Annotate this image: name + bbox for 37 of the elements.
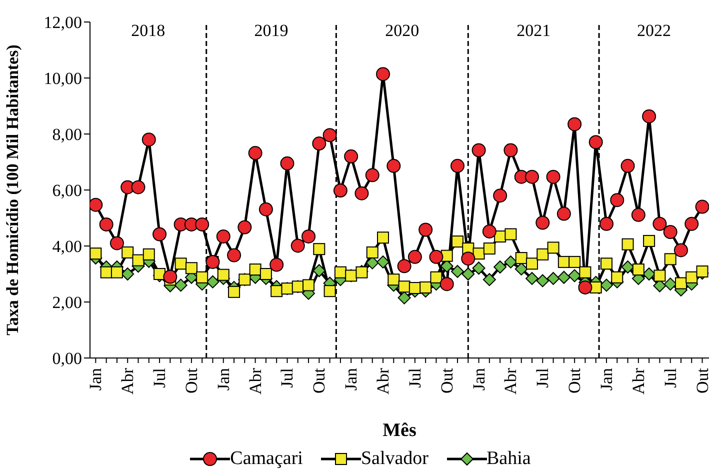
- x-axis-title: Mês: [382, 420, 416, 441]
- annotation: 2019: [254, 21, 288, 40]
- x-tick-label: Jan: [342, 368, 361, 391]
- annotation: 2022: [637, 21, 672, 40]
- x-tick-label: Abr: [628, 368, 648, 394]
- annotation: 2018: [131, 21, 166, 40]
- y-tick-label: 0,00: [52, 349, 82, 368]
- x-tick-label: Jul: [660, 368, 680, 388]
- x-tick-label: Jul: [278, 368, 297, 388]
- x-tick-label: Abr: [501, 368, 520, 394]
- x-tick-label: Out: [437, 368, 456, 394]
- x-tick-label: Jan: [86, 368, 106, 391]
- y-tick-label: 2,00: [52, 293, 82, 312]
- legend-label: Bahia: [486, 448, 531, 470]
- x-tick-label: Out: [182, 368, 201, 394]
- x-tick-label: Jan: [596, 368, 616, 391]
- x-tick-label: Out: [310, 368, 329, 394]
- x-tick-label: Abr: [246, 368, 265, 394]
- y-tick-label: 8,00: [52, 125, 82, 144]
- annotation: 2021: [516, 21, 551, 40]
- y-axis-title: Taxa de Homicídio (100 Mil Habitantes): [3, 44, 22, 336]
- y-tick-label: 10,00: [44, 69, 82, 88]
- annotation: 2020: [385, 21, 420, 40]
- x-tick-label: Jan: [469, 368, 488, 391]
- x-tick-label: Out: [565, 368, 584, 394]
- x-tick-label: Jan: [214, 368, 233, 391]
- y-tick-label: 6,00: [52, 181, 82, 200]
- x-tick-label: Jul: [533, 368, 552, 388]
- x-tick-label: Abr: [118, 368, 138, 394]
- x-tick-label: Jul: [150, 368, 170, 388]
- x-tick-label: Abr: [374, 368, 393, 394]
- legend-label: Camaçari: [230, 448, 303, 470]
- x-tick-label: Jul: [405, 368, 424, 388]
- y-tick-label: 4,00: [52, 237, 82, 256]
- legend-label: Salvador: [360, 448, 428, 470]
- y-tick-label: 12,00: [44, 13, 82, 32]
- x-tick-label: Out: [692, 368, 712, 394]
